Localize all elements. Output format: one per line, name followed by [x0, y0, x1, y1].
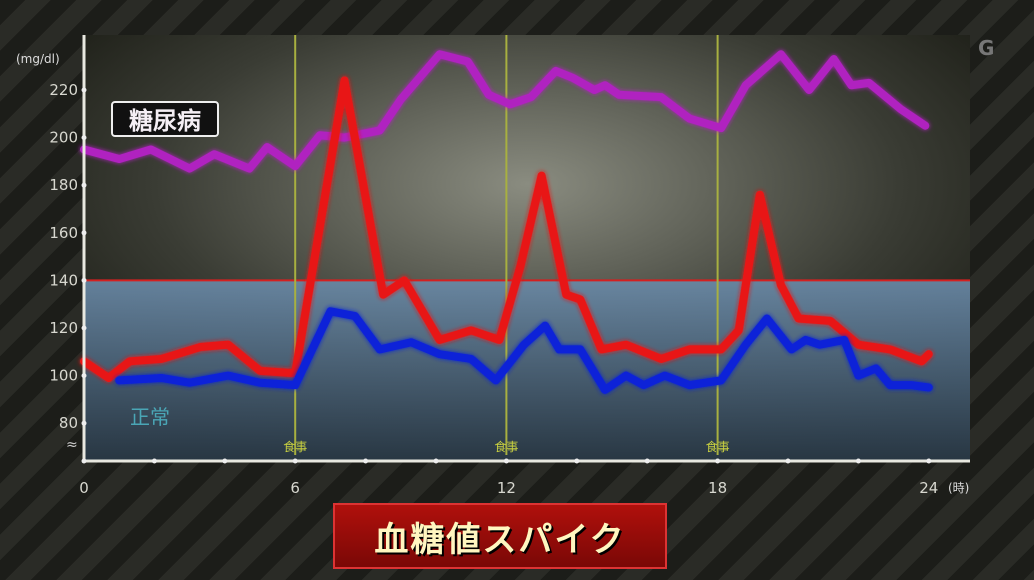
- y-tick-label: 80: [59, 414, 78, 432]
- x-tick: [715, 458, 721, 464]
- y-tick-label: 120: [49, 319, 78, 337]
- y-tick-label: 100: [49, 367, 78, 385]
- y-tick-label: 220: [49, 81, 78, 99]
- x-tick: [785, 458, 791, 464]
- y-tick-label: 180: [49, 176, 78, 194]
- y-axis-unit: (mg/dl): [16, 52, 60, 66]
- y-tick: [81, 87, 87, 93]
- x-tick-label: 0: [79, 479, 89, 497]
- y-tick-label: 160: [49, 224, 78, 242]
- y-tick: [81, 325, 87, 331]
- normal-region: [84, 280, 970, 461]
- x-tick: [644, 458, 650, 464]
- x-tick: [855, 458, 861, 464]
- diabetes-label-text: 糖尿病: [129, 107, 201, 135]
- x-tick-label: 24: [919, 479, 938, 497]
- y-tick-label: 200: [49, 129, 78, 147]
- meal-marker-label: 食事: [706, 439, 730, 454]
- x-tick: [292, 458, 298, 464]
- series-line-2: [115, 307, 933, 394]
- x-tick: [926, 458, 932, 464]
- x-tick: [81, 458, 87, 464]
- y-tick: [81, 420, 87, 426]
- x-tick: [433, 458, 439, 464]
- meal-marker-label: 食事: [494, 439, 518, 454]
- x-tick-label: 12: [497, 479, 516, 497]
- y-tick: [81, 230, 87, 236]
- normal-region-label: 正常: [130, 405, 170, 429]
- y-tick: [81, 373, 87, 379]
- x-axis-unit: (時): [948, 481, 969, 495]
- y-tick: [81, 135, 87, 141]
- y-tick-label: 140: [49, 271, 78, 289]
- y-tick: [81, 182, 87, 188]
- axis-break-icon: ≈: [66, 437, 78, 453]
- x-tick-label: 18: [708, 479, 727, 497]
- x-tick: [503, 458, 509, 464]
- x-tick: [222, 458, 228, 464]
- broadcaster-logo: G: [978, 36, 994, 60]
- caption-banner: 血糖値スパイク: [333, 503, 667, 569]
- x-tick: [574, 458, 580, 464]
- diabetes-label: 糖尿病: [111, 101, 219, 137]
- series-line-1: [80, 76, 933, 382]
- meal-marker-label: 食事: [283, 439, 307, 454]
- y-tick: [81, 277, 87, 283]
- x-tick: [151, 458, 157, 464]
- x-tick-label: 6: [290, 479, 300, 497]
- x-tick: [363, 458, 369, 464]
